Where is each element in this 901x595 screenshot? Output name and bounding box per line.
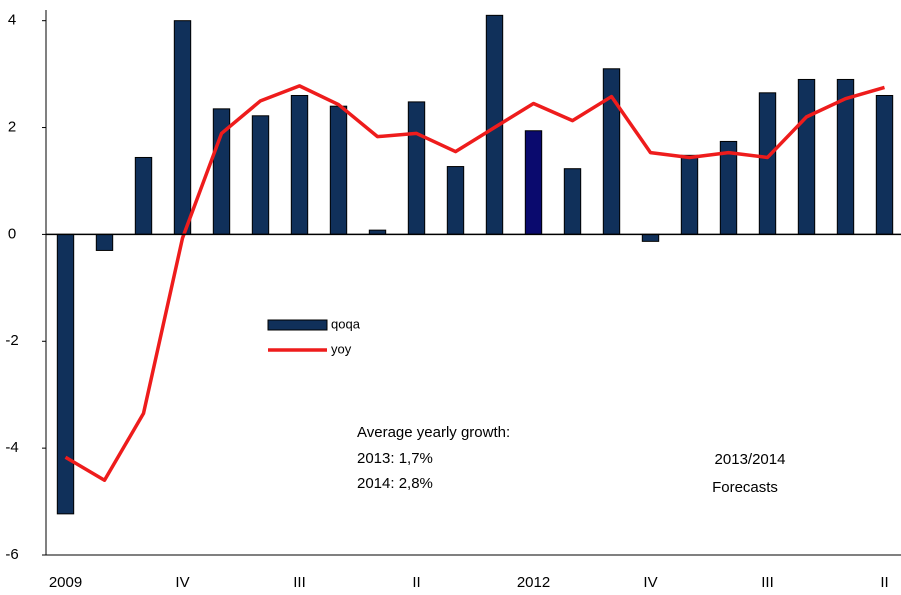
legend-swatch xyxy=(267,319,328,331)
y-tick-label: -2 xyxy=(5,332,18,349)
bar xyxy=(524,130,543,235)
line xyxy=(64,84,885,482)
bar xyxy=(797,78,816,235)
bar xyxy=(641,233,660,242)
y-tick-label: -6 xyxy=(5,546,18,563)
bar xyxy=(446,166,465,235)
bar xyxy=(251,115,270,235)
annotation: Forecasts xyxy=(712,479,778,496)
bar xyxy=(407,101,426,235)
x-tick-label: III xyxy=(293,574,306,591)
annotation: 2013: 1,7% xyxy=(357,450,433,467)
y-tick-label: 4 xyxy=(8,12,16,29)
x-tick-label: 2009 xyxy=(49,574,82,591)
bar xyxy=(875,94,894,235)
x-tick-label: IV xyxy=(643,574,657,591)
bar xyxy=(758,92,777,235)
annotation: 2014: 2,8% xyxy=(357,475,433,492)
bar xyxy=(290,94,309,235)
bar xyxy=(329,105,348,235)
y-tick-label: 2 xyxy=(8,119,16,136)
bar xyxy=(134,156,153,235)
legend-label: qoqa xyxy=(331,316,361,331)
legend-label: yoy xyxy=(331,341,352,356)
bar xyxy=(602,68,621,235)
bar xyxy=(56,233,75,515)
x-tick-label: IV xyxy=(175,574,189,591)
y-tick-label: 0 xyxy=(8,225,16,242)
bar xyxy=(563,168,582,235)
bar xyxy=(95,233,114,251)
annotation: 2013/2014 xyxy=(715,451,786,468)
bar xyxy=(173,20,192,235)
annotation: Average yearly growth: xyxy=(357,424,510,441)
bar xyxy=(680,154,699,235)
x-tick-label: III xyxy=(761,574,774,591)
x-tick-label: 2012 xyxy=(517,574,550,591)
y-tick-label: -4 xyxy=(5,439,18,456)
bar xyxy=(719,140,738,235)
x-tick-label: II xyxy=(880,574,888,591)
x-tick-label: II xyxy=(412,574,420,591)
